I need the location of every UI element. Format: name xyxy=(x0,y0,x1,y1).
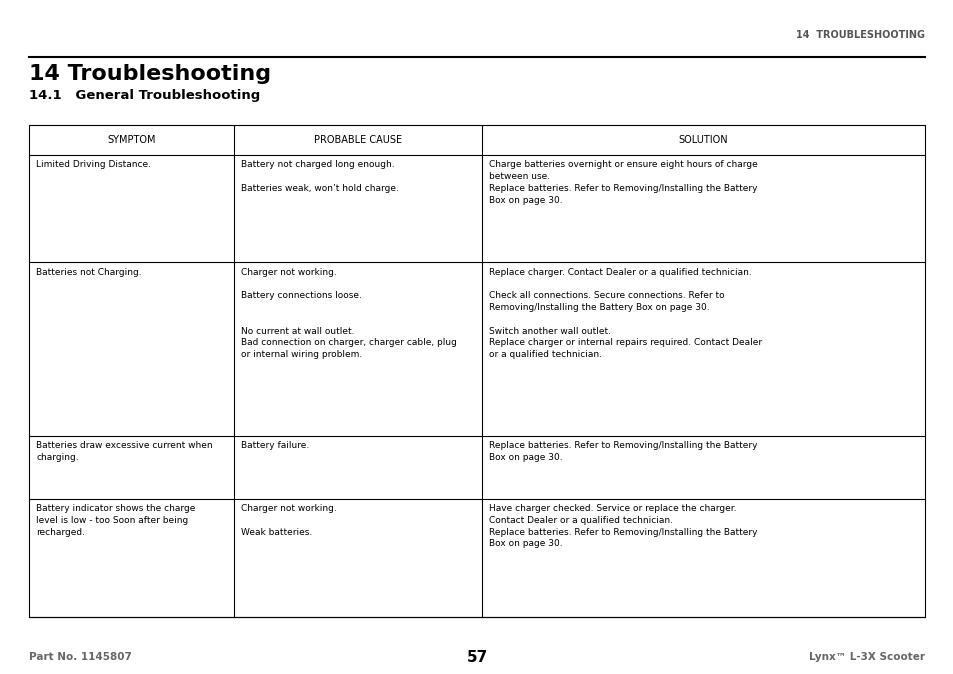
Text: Battery not charged long enough.

Batteries weak, won’t hold charge.: Battery not charged long enough. Batteri… xyxy=(241,160,398,193)
Text: Replace batteries. Refer to Removing/Installing the Battery
Box on page 30.: Replace batteries. Refer to Removing/Ins… xyxy=(489,441,757,462)
Text: Have charger checked. Service or replace the charger.
Contact Dealer or a qualif: Have charger checked. Service or replace… xyxy=(489,504,757,549)
Text: PROBABLE CAUSE: PROBABLE CAUSE xyxy=(314,135,401,145)
Text: Battery failure.: Battery failure. xyxy=(241,441,310,450)
Text: Lynx™ L-3X Scooter: Lynx™ L-3X Scooter xyxy=(808,652,924,662)
Text: 14.1   General Troubleshooting: 14.1 General Troubleshooting xyxy=(29,89,259,102)
Text: Charge batteries overnight or ensure eight hours of charge
between use.
Replace : Charge batteries overnight or ensure eig… xyxy=(489,160,758,205)
Bar xyxy=(29,125,924,617)
Text: 14  TROUBLESHOOTING: 14 TROUBLESHOOTING xyxy=(796,30,924,40)
Text: Replace charger. Contact Dealer or a qualified technician.

Check all connection: Replace charger. Contact Dealer or a qua… xyxy=(489,268,761,359)
Text: Charger not working.

Weak batteries.: Charger not working. Weak batteries. xyxy=(241,504,336,537)
Text: SYMPTOM: SYMPTOM xyxy=(107,135,155,145)
Text: Limited Driving Distance.: Limited Driving Distance. xyxy=(36,160,152,169)
Text: Part No. 1145807: Part No. 1145807 xyxy=(29,652,132,662)
Text: Battery indicator shows the charge
level is low - too Soon after being
recharged: Battery indicator shows the charge level… xyxy=(36,504,195,537)
Text: Batteries draw excessive current when
charging.: Batteries draw excessive current when ch… xyxy=(36,441,213,462)
Text: 57: 57 xyxy=(466,650,487,665)
Text: Charger not working.

Battery connections loose.


No current at wall outlet.
Ba: Charger not working. Battery connections… xyxy=(241,268,456,359)
Text: SOLUTION: SOLUTION xyxy=(678,135,728,145)
Text: Batteries not Charging.: Batteries not Charging. xyxy=(36,268,142,276)
Text: 14 Troubleshooting: 14 Troubleshooting xyxy=(29,64,271,84)
